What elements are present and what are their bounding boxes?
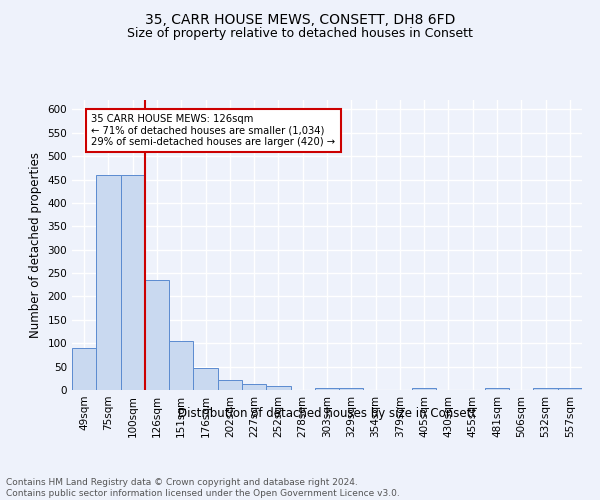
Bar	[412, 388, 436, 390]
Text: Size of property relative to detached houses in Consett: Size of property relative to detached ho…	[127, 28, 473, 40]
Bar	[339, 388, 364, 390]
Bar	[242, 384, 266, 390]
Bar	[315, 388, 339, 390]
Text: 35, CARR HOUSE MEWS, CONSETT, DH8 6FD: 35, CARR HOUSE MEWS, CONSETT, DH8 6FD	[145, 12, 455, 26]
Bar	[121, 175, 145, 390]
Bar	[145, 280, 169, 390]
Bar	[485, 388, 509, 390]
Bar	[72, 348, 96, 390]
Text: Contains HM Land Registry data © Crown copyright and database right 2024.
Contai: Contains HM Land Registry data © Crown c…	[6, 478, 400, 498]
Y-axis label: Number of detached properties: Number of detached properties	[29, 152, 42, 338]
Bar	[96, 175, 121, 390]
Bar	[533, 388, 558, 390]
Text: Distribution of detached houses by size in Consett: Distribution of detached houses by size …	[178, 408, 476, 420]
Bar	[266, 386, 290, 390]
Bar	[558, 388, 582, 390]
Bar	[193, 368, 218, 390]
Bar	[218, 380, 242, 390]
Text: 35 CARR HOUSE MEWS: 126sqm
← 71% of detached houses are smaller (1,034)
29% of s: 35 CARR HOUSE MEWS: 126sqm ← 71% of deta…	[91, 114, 335, 147]
Bar	[169, 341, 193, 390]
